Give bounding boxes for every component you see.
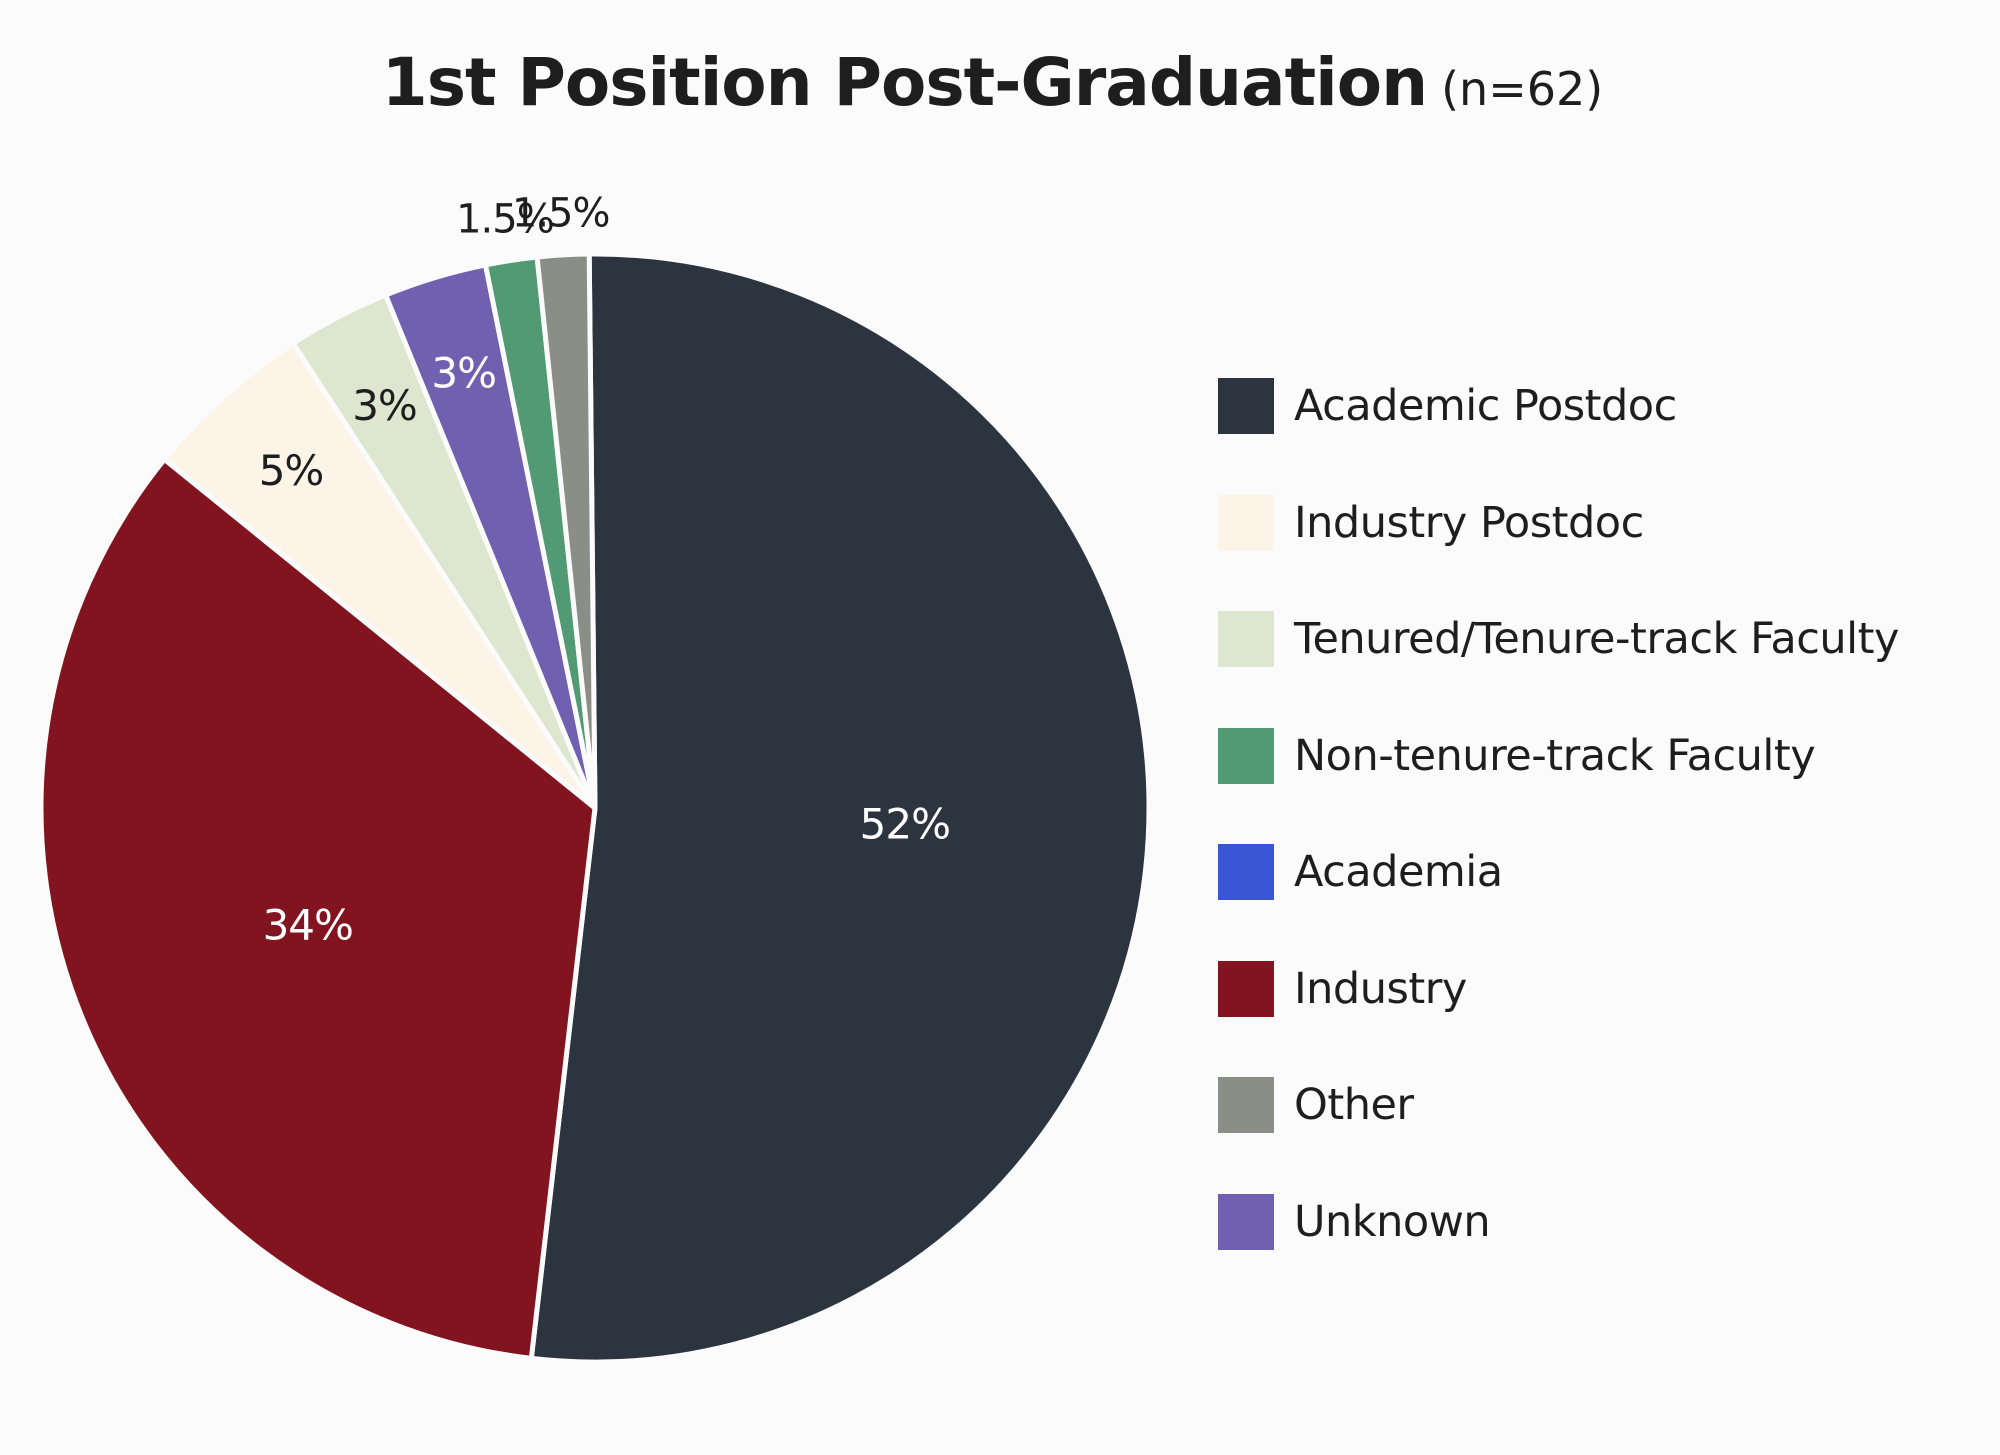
legend-item-academia: Academia <box>1218 814 1899 931</box>
legend-label: Industry <box>1294 963 1467 1014</box>
legend-swatch <box>1218 378 1274 435</box>
pie-slice-other <box>534 251 598 811</box>
slice-label-unknown: 3% <box>431 349 496 398</box>
chart-title-text: 1st Position Post-Graduation <box>381 44 1428 121</box>
legend-item-non-tenure-track-faculty: Non-tenure-track Faculty <box>1218 698 1899 815</box>
legend-label: Academia <box>1294 847 1503 898</box>
legend-item-academic-postdoc: Academic Postdoc <box>1218 348 1899 465</box>
legend-item-unknown: Unknown <box>1218 1164 1899 1281</box>
legend-swatch <box>1218 960 1274 1017</box>
legend-item-tenured-tenure-track-faculty: Tenured/Tenure-track Faculty <box>1218 581 1899 698</box>
legend: Academic Postdoc Industry Postdoc Tenured/… <box>1218 348 1899 1280</box>
legend-swatch <box>1218 611 1274 668</box>
slice-label-tenured-tenure-track-faculty: 3% <box>352 381 417 430</box>
legend-label: Non-tenure-track Faculty <box>1294 730 1816 781</box>
slice-label-other: 1.5% <box>512 190 610 236</box>
slice-label-academic-postdoc: 52% <box>860 800 950 849</box>
chart-subtitle: (n=62) <box>1441 62 1604 116</box>
slice-label-non-tenure-track-faculty: 1.5% <box>456 196 554 242</box>
legend-item-industry-postdoc: Industry Postdoc <box>1218 465 1899 582</box>
legend-label: Tenured/Tenure-track Faculty <box>1294 614 1899 665</box>
pie-slice-academic-postdoc <box>528 251 1152 1365</box>
legend-item-other: Other <box>1218 1047 1899 1164</box>
slice-label-industry: 34% <box>263 901 353 950</box>
legend-label: Academic Postdoc <box>1294 381 1677 432</box>
legend-swatch <box>1218 494 1274 551</box>
slice-label-industry-postdoc: 5% <box>259 446 324 495</box>
chart-title: 1st Position Post-Graduation (n=62) <box>0 44 1985 121</box>
pie-slice-industry <box>38 456 598 1361</box>
legend-label: Other <box>1294 1080 1414 1131</box>
legend-swatch <box>1218 844 1274 901</box>
legend-label: Unknown <box>1294 1196 1491 1247</box>
legend-label: Industry Postdoc <box>1294 497 1644 548</box>
legend-item-industry: Industry <box>1218 931 1899 1048</box>
legend-swatch <box>1218 1193 1274 1250</box>
legend-swatch <box>1218 727 1274 784</box>
legend-swatch <box>1218 1077 1274 1134</box>
pie-slice-industry-postdoc <box>161 340 598 811</box>
